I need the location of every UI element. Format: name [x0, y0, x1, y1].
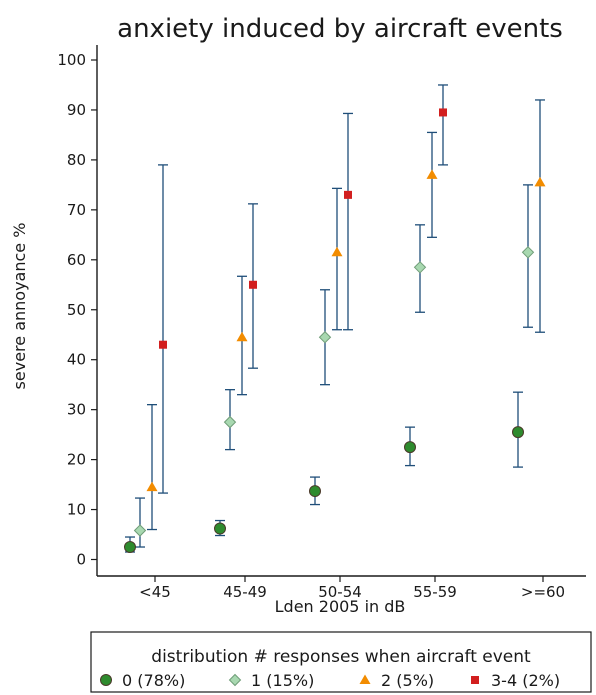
data-point [124, 541, 136, 554]
data-point [133, 524, 147, 537]
legend: distribution # responses when aircraft e… [90, 631, 592, 693]
data-point [236, 331, 248, 342]
data-point [318, 331, 332, 344]
legend-items: 0 (78%) 1 (15%) 2 (5%) 3-4 (2%) [100, 671, 560, 690]
legend-box [90, 631, 592, 693]
y-tick-label: 80 [67, 151, 86, 169]
x-tick-label: 50-54 [318, 583, 362, 601]
data-point [249, 280, 257, 289]
data-point [344, 190, 352, 199]
x-tick-label: 55-59 [413, 583, 457, 601]
legend-marker [471, 676, 479, 684]
y-tick-label: 50 [67, 301, 86, 319]
legend-marker [359, 674, 371, 684]
x-axis-ticks: <45 45-49 50-54 55-59 >=60 [139, 576, 565, 601]
legend-label: 1 (15%) [251, 671, 314, 690]
y-axis-ticks: 0 10 20 30 40 50 60 70 80 90 100 [57, 51, 97, 569]
x-tick-label: <45 [139, 583, 171, 601]
data-point [146, 481, 158, 492]
error-bars [125, 84, 545, 553]
x-axis-label: Lden 2005 in dB [275, 597, 406, 616]
y-tick-label: 60 [67, 251, 86, 269]
y-tick-label: 40 [67, 351, 86, 369]
data-point [159, 340, 167, 349]
legend-marker [228, 673, 242, 687]
legend-label: 2 (5%) [381, 671, 434, 690]
y-tick-label: 20 [67, 451, 86, 469]
y-tick-label: 70 [67, 201, 86, 219]
data-markers [124, 108, 546, 554]
data-point [214, 522, 226, 535]
x-tick-label: 45-49 [223, 583, 267, 601]
data-point [309, 485, 321, 498]
legend-marker [100, 674, 112, 686]
y-axis-label: severe annoyance % [10, 223, 29, 390]
data-point [512, 426, 524, 439]
data-point [404, 441, 416, 454]
y-tick-label: 0 [76, 551, 86, 569]
data-point [521, 246, 535, 259]
legend-title: distribution # responses when aircraft e… [151, 647, 531, 667]
y-tick-label: 100 [57, 51, 86, 69]
legend-label: 3-4 (2%) [491, 671, 560, 690]
y-tick-label: 90 [67, 101, 86, 119]
data-point [223, 415, 237, 429]
data-point [439, 108, 447, 117]
data-point [413, 261, 427, 274]
x-tick-label: >=60 [521, 583, 565, 601]
legend-label: 0 (78%) [122, 671, 185, 690]
y-tick-label: 10 [67, 501, 86, 519]
data-point [534, 176, 546, 187]
y-tick-label: 30 [67, 401, 86, 419]
data-point [426, 169, 438, 179]
data-point [331, 246, 343, 257]
chart-title: anxiety induced by aircraft events [117, 14, 563, 44]
